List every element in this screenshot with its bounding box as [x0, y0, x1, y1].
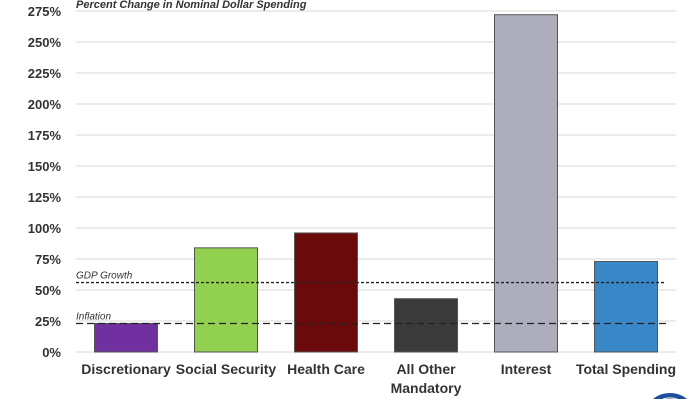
y-tick-label: 150%	[28, 159, 62, 174]
y-tick-label: 225%	[28, 66, 62, 81]
x-tick-label-line: Social Security	[176, 361, 277, 377]
y-tick-label: 125%	[28, 190, 62, 205]
x-tick-label: Discretionary	[81, 361, 171, 377]
bar-discretionary	[94, 322, 158, 353]
x-tick-label-line: Total Spending	[576, 361, 676, 377]
reference-line-label: Inflation	[76, 311, 111, 322]
x-tick-label-line: Discretionary	[81, 361, 171, 377]
bar-interest	[494, 14, 558, 353]
x-tick-label: Interest	[501, 361, 552, 377]
bar-health-care	[294, 232, 358, 353]
reference-line-label: GDP Growth	[76, 271, 133, 282]
x-tick-label-line: Interest	[501, 361, 552, 377]
y-tick-label: 200%	[28, 97, 62, 112]
logo-seal	[648, 390, 692, 400]
bar-total-spending	[594, 260, 658, 353]
bar-social-security	[194, 247, 258, 353]
y-tick-label: 0%	[42, 345, 61, 360]
y-tick-label: 175%	[28, 128, 62, 143]
y-tick-label: 25%	[35, 314, 61, 329]
x-tick-label: Social Security	[176, 361, 277, 377]
x-tick-label: Total Spending	[576, 361, 676, 377]
y-tick-label: 275%	[28, 4, 62, 19]
x-tick-label-line: Mandatory	[391, 380, 462, 396]
x-tick-label-line: All Other	[396, 361, 456, 377]
y-tick-label: 50%	[35, 283, 61, 298]
chart-title: Percent Change in Nominal Dollar Spendin…	[76, 0, 307, 11]
y-tick-label: 100%	[28, 221, 62, 236]
y-tick-label: 250%	[28, 35, 62, 50]
bar-all-other-mandatory	[394, 298, 458, 353]
x-tick-label: All Other Mandatory	[391, 361, 462, 396]
x-tick-label: Health Care	[287, 361, 365, 377]
x-tick-label-line: Health Care	[287, 361, 365, 377]
y-tick-label: 75%	[35, 252, 61, 267]
